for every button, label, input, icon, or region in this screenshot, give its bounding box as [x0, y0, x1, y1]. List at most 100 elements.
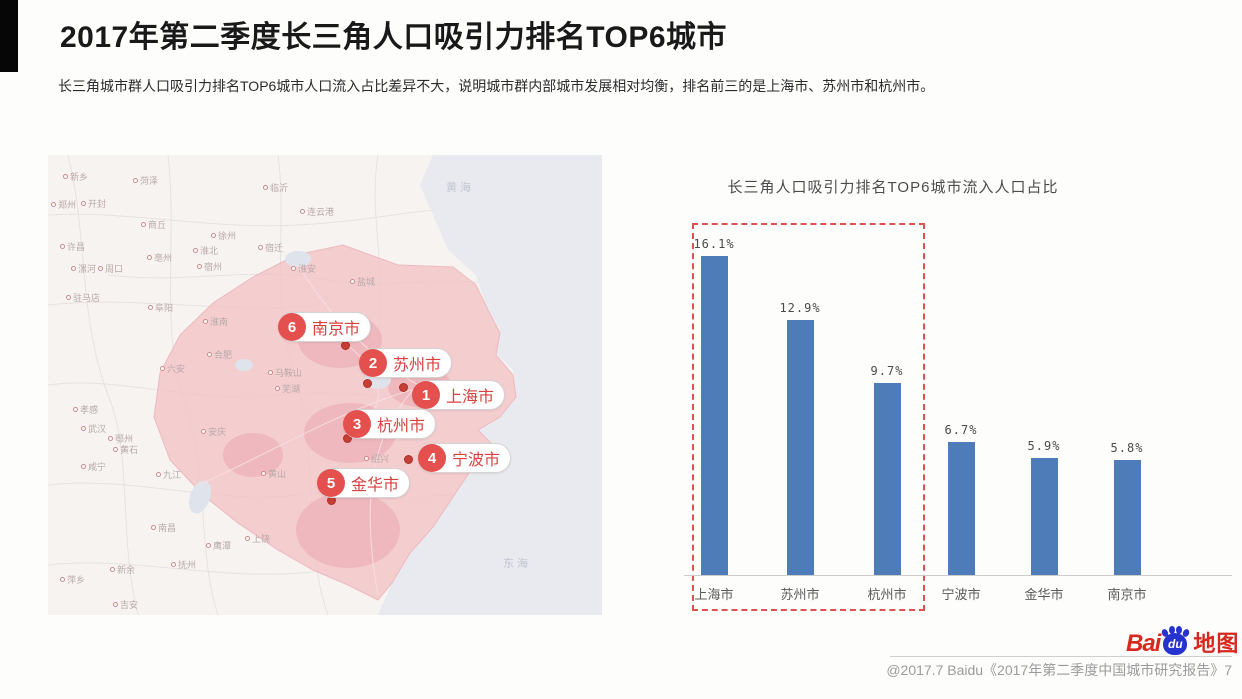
map-city-label-text: 安庆 [208, 427, 227, 437]
city-dot-icon [197, 264, 202, 269]
baidu-paw-icon: du [1160, 626, 1191, 656]
corner-block [0, 0, 18, 72]
map-city-label-text: 许昌 [67, 242, 86, 252]
map-city-label: 新余 [110, 563, 135, 576]
map-city-label: 绍兴 [364, 452, 389, 465]
chart-title: 长三角人口吸引力排名TOP6城市流入人口占比 [727, 179, 1059, 196]
city-dot-icon [60, 244, 65, 249]
map-city-label: 徐州 [211, 229, 236, 242]
bar-category-label: 上海市 [694, 587, 734, 602]
map-city-label: 宿迁 [258, 241, 283, 254]
map-city-label-text: 驻马店 [73, 293, 101, 303]
marker-city-label: 上海市 [446, 389, 495, 406]
map-city-label-text: 周口 [105, 264, 124, 274]
baidu-logo-text: Bai [1126, 630, 1161, 657]
map-city-label-text: 临沂 [270, 183, 289, 193]
ranked-city-dot [341, 341, 350, 350]
map-city-label: 淮南 [203, 315, 228, 328]
bar-category-label: 金华市 [1024, 587, 1064, 602]
rank-badge: 5 [317, 469, 345, 497]
bar-5 [1030, 458, 1058, 575]
city-dot-icon [63, 174, 68, 179]
city-dot-icon [151, 525, 156, 530]
rank-marker-2: 2 苏州市 [359, 348, 453, 378]
city-dot-icon [203, 319, 208, 324]
map-city-label: 菏泽 [133, 174, 158, 187]
map-city-label-text: 淮南 [210, 317, 229, 327]
map-city-label: 郑州 [51, 198, 76, 211]
city-dot-icon [291, 266, 296, 271]
top3-highlight-box [692, 223, 925, 611]
city-dot-icon [206, 543, 211, 548]
map-city-label: 马鞍山 [268, 366, 302, 379]
map-city-label-text: 绍兴 [371, 454, 390, 464]
city-dot-icon [81, 426, 86, 431]
map-city-label: 淮安 [291, 262, 316, 275]
city-dot-icon [110, 567, 115, 572]
map-city-label-text: 黄山 [268, 469, 287, 479]
bar-value-label: 6.7% [944, 423, 978, 437]
map-city-label-text: 六安 [167, 364, 186, 374]
bar-3 [873, 383, 901, 575]
map-city-label-text: 郑州 [58, 200, 77, 210]
map-city-label-text: 鹰潭 [213, 541, 232, 551]
footer-credit: @2017.7 Baidu《2017年第二季度中国城市研究报告》7 [886, 662, 1232, 678]
x-axis-line [684, 575, 1232, 576]
city-dot-icon [171, 562, 176, 567]
map-city-label: 南昌 [151, 521, 176, 534]
rank-badge: 6 [278, 313, 306, 341]
map-city-label: 安庆 [201, 425, 226, 438]
map-panel: 黄海 东海 新乡 菏泽 临沂 郑州 开封 连云港 商丘 徐州 淮北 宿迁 许昌 亳州 漯河 周口 宿州 淮安 驻马… [48, 155, 602, 615]
map-city-label: 咸宁 [81, 460, 106, 473]
city-dot-icon [261, 471, 266, 476]
map-city-label-text: 淮安 [298, 264, 317, 274]
city-dot-icon [73, 407, 78, 412]
map-city-label-text: 吉安 [120, 600, 139, 610]
map-city-label: 漯河 [71, 262, 96, 275]
map-city-label-text: 芜湖 [282, 384, 301, 394]
bar-category-label: 宁波市 [941, 587, 981, 602]
rank-badge: 2 [359, 349, 387, 377]
map-city-label-text: 鄂州 [115, 434, 134, 444]
bar-value-label: 5.9% [1027, 439, 1061, 453]
city-dot-icon [81, 464, 86, 469]
city-dot-icon [51, 202, 56, 207]
city-dot-icon [193, 248, 198, 253]
map-city-label-text: 连云港 [307, 207, 335, 217]
map-city-label: 商丘 [141, 218, 166, 231]
rank-badge: 1 [412, 381, 440, 409]
city-dot-icon [156, 472, 161, 477]
map-city-label: 九江 [156, 468, 181, 481]
map-city-label-text: 咸宁 [88, 462, 107, 472]
map-city-label-text: 亳州 [154, 253, 173, 263]
city-dot-icon [108, 436, 113, 441]
map-city-label-text: 漯河 [78, 264, 97, 274]
sea-label: 黄海 [446, 182, 474, 194]
map-city-label: 宿州 [197, 260, 222, 273]
map-city-label-text: 盐城 [357, 277, 376, 287]
map-city-label: 阜阳 [148, 301, 173, 314]
rank-marker-4: 4 宁波市 [418, 443, 512, 473]
city-dot-icon [98, 266, 103, 271]
rank-badge: 4 [418, 444, 446, 472]
city-dot-icon [147, 255, 152, 260]
map-city-label-text: 新乡 [70, 172, 89, 182]
map-city-label-text: 武汉 [88, 424, 107, 434]
map-city-label-text: 宿州 [204, 262, 223, 272]
map-city-label-text: 菏泽 [140, 176, 159, 186]
rank-marker-1: 1 上海市 [412, 380, 506, 410]
baidu-logo-suffix: 地图 [1193, 631, 1240, 656]
city-dot-icon [66, 295, 71, 300]
city-dot-icon [263, 185, 268, 190]
rank-badge: 3 [343, 410, 371, 438]
city-dot-icon [71, 266, 76, 271]
map-city-label-text: 开封 [88, 199, 107, 209]
marker-city-label: 苏州市 [393, 357, 442, 374]
bar-value-label: 16.1% [693, 237, 735, 251]
map-city-label: 驻马店 [66, 291, 100, 304]
sea-label: 东海 [503, 558, 531, 570]
map-city-label: 鄂州 [108, 432, 133, 445]
map-city-label-text: 九江 [163, 470, 182, 480]
map-city-label-text: 商丘 [148, 220, 167, 230]
city-dot-icon [350, 279, 355, 284]
